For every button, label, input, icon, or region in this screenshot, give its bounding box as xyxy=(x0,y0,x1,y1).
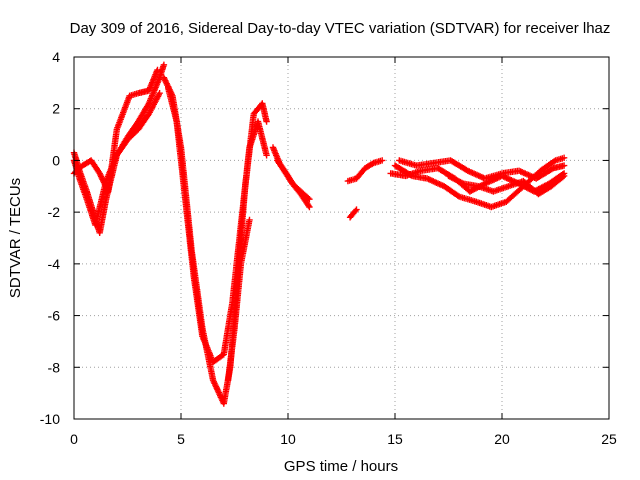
data-point-markers xyxy=(224,216,253,384)
series-track-c xyxy=(70,66,161,195)
data-point-markers xyxy=(391,154,568,211)
y-tick-label: 2 xyxy=(52,101,60,117)
series-track-b xyxy=(70,90,163,229)
chart-title: Day 309 of 2016, Sidereal Day-to-day VTE… xyxy=(70,20,611,37)
data-point-markers xyxy=(346,206,360,221)
data-point-markers xyxy=(165,84,270,366)
x-tick-label: 10 xyxy=(280,431,296,447)
series-track-i xyxy=(344,157,386,185)
plot-frame xyxy=(73,56,610,420)
data-point-markers xyxy=(445,172,568,198)
series-track-l xyxy=(391,154,568,211)
y-tick-label: -4 xyxy=(48,256,61,272)
y-tick-label: -6 xyxy=(48,308,61,324)
data-point-markers xyxy=(396,157,568,182)
data-marks xyxy=(70,61,568,407)
x-axis-label: GPS time / hours xyxy=(284,458,398,475)
x-tick-label: 25 xyxy=(601,431,617,447)
series-track-f xyxy=(224,216,253,384)
y-axis-label: SDTVAR / TECUs xyxy=(7,178,24,298)
data-point-markers xyxy=(70,66,161,195)
series-track-h xyxy=(274,157,313,203)
y-tick-label: 0 xyxy=(52,152,60,168)
x-tick-label: 5 xyxy=(177,431,185,447)
series-track-m xyxy=(396,157,568,182)
y-tick-label: 4 xyxy=(52,49,60,65)
series-track-j xyxy=(346,206,360,221)
grid xyxy=(74,57,609,419)
data-point-markers xyxy=(344,157,386,185)
y-tick-label: -10 xyxy=(40,411,60,427)
data-point-markers xyxy=(70,90,163,229)
x-tick-label: 15 xyxy=(387,431,403,447)
x-tick-label: 20 xyxy=(494,431,510,447)
x-tick-label: 0 xyxy=(70,431,78,447)
series-track-n xyxy=(445,172,568,198)
axis-ticks: 0 5 10 15 20 25 -10 -8 -6 -4 -2 0 2 4 xyxy=(40,49,617,447)
data-point-markers xyxy=(274,157,313,203)
y-tick-label: -8 xyxy=(48,359,61,375)
y-tick-label: -2 xyxy=(48,204,61,220)
series-track-e xyxy=(165,84,270,366)
